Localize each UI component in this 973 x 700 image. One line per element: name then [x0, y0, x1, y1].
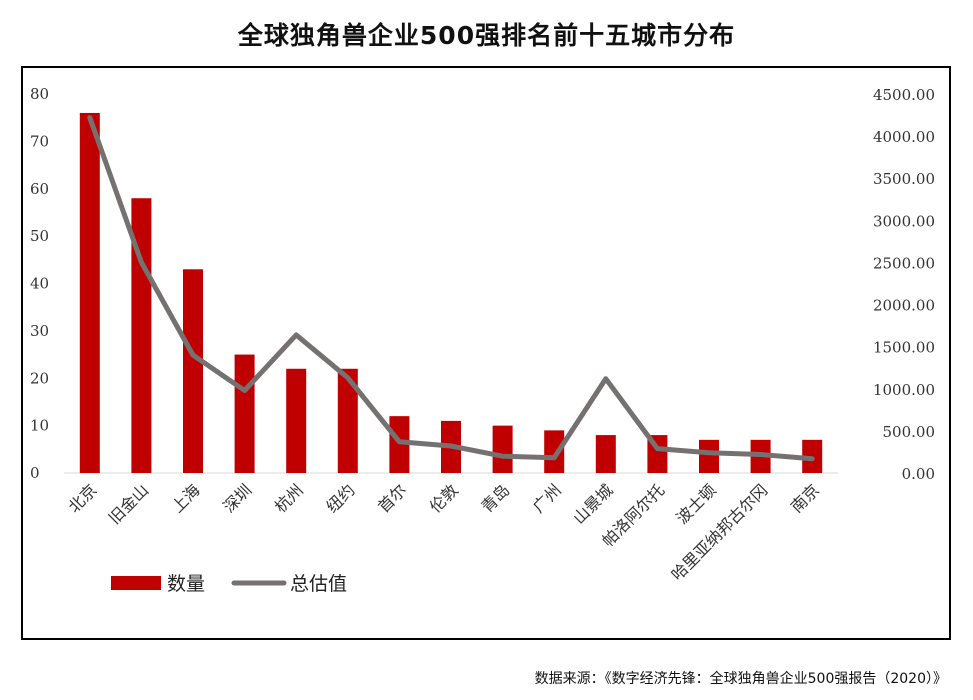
legend: 数量 总估值	[111, 573, 347, 595]
x-tick-label: 波士顿	[672, 480, 719, 527]
right-tick-label: 2000.00	[873, 297, 935, 315]
left-tick-label: 20	[30, 369, 49, 387]
right-tick-label: 2500.00	[873, 254, 935, 272]
right-tick-label: 4000.00	[873, 128, 935, 146]
x-tick-label: 南京	[787, 480, 823, 516]
left-tick-label: 30	[30, 322, 49, 340]
left-tick-label: 70	[30, 132, 49, 150]
x-tick-label: 广州	[529, 480, 565, 516]
chart-title: 全球独角兽企业500强排名前十五城市分布	[237, 21, 736, 50]
bar-count	[544, 430, 565, 473]
bar-count	[492, 425, 513, 473]
right-axis-ticks: 0.00 500.00 1000.00 1500.00 2000.00 2500.00 30…	[873, 86, 935, 483]
right-tick-label: 0.00	[902, 465, 935, 483]
bar-count	[699, 439, 719, 473]
bar-series	[79, 112, 823, 473]
left-tick-label: 0	[30, 464, 40, 482]
left-tick-label: 10	[30, 417, 49, 435]
x-tick-label: 杭州	[271, 480, 307, 516]
x-tick-label: 青岛	[477, 480, 513, 516]
x-tick-label: 纽约	[323, 480, 359, 516]
total-valuation-line	[87, 115, 815, 462]
right-tick-label: 4500.00	[873, 86, 935, 104]
right-tick-label: 1000.00	[873, 381, 935, 399]
left-axis-ticks: 0 10 20 30 40 50 60 70 80	[30, 85, 49, 482]
legend-swatch-count	[111, 576, 161, 590]
right-tick-label: 3000.00	[873, 212, 935, 230]
left-tick-label: 60	[30, 180, 49, 198]
bar-count	[286, 368, 307, 473]
x-tick-label: 首尔	[374, 480, 410, 516]
x-tick-label: 山景城	[569, 480, 616, 527]
bar-count	[183, 269, 203, 473]
x-tick-label: 深圳	[219, 480, 255, 516]
right-tick-label: 3500.00	[873, 170, 935, 188]
bar-count	[234, 354, 255, 473]
legend-label-count: 数量	[167, 573, 205, 595]
x-tick-label: 北京	[65, 480, 101, 516]
chart-frame	[21, 66, 951, 640]
left-tick-label: 50	[30, 227, 49, 245]
bar-count	[79, 112, 100, 473]
data-source-note: 数据来源：《数字经济先锋：全球独角兽企业500强报告（2020）》	[534, 671, 947, 687]
right-tick-label: 500.00	[883, 423, 936, 441]
x-tick-label: 哈里亚纳邦古尔冈	[667, 480, 771, 584]
bar-count	[337, 368, 358, 473]
left-tick-label: 40	[30, 275, 49, 293]
x-tick-label: 上海	[168, 480, 204, 516]
x-tick-label: 伦敦	[426, 480, 462, 516]
bar-count	[595, 435, 616, 473]
x-tick-label: 旧金山	[105, 480, 152, 527]
bar-count	[389, 416, 410, 473]
legend-label-valuation: 总估值	[290, 573, 347, 595]
left-tick-label: 80	[30, 85, 49, 103]
right-tick-label: 1500.00	[873, 339, 935, 357]
